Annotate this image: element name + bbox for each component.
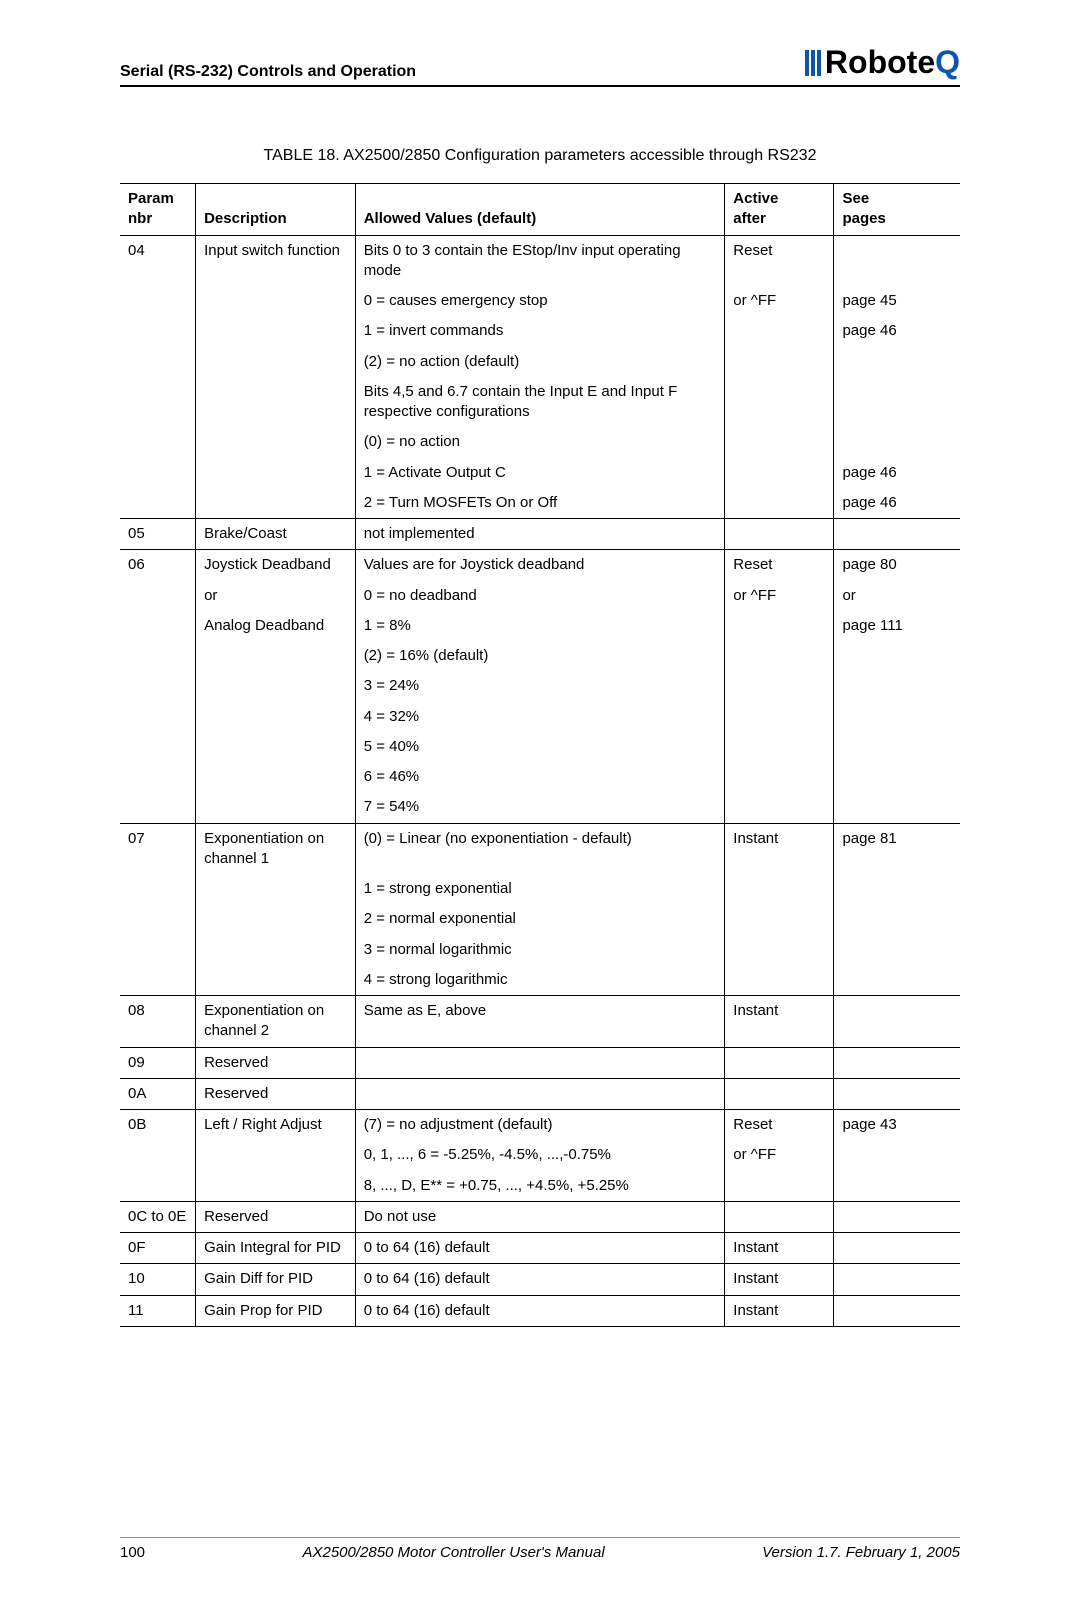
col-active: Activeafter xyxy=(725,184,834,236)
table-row: 06 Joystick Deadband Values are for Joys… xyxy=(120,550,960,581)
table-row: 10 Gain Diff for PID 0 to 64 (16) defaul… xyxy=(120,1264,960,1295)
col-see: Seepages xyxy=(834,184,960,236)
footer-version: Version 1.7. February 1, 2005 xyxy=(762,1544,960,1561)
table-row: 5 = 40% xyxy=(120,732,960,762)
table-row: 0F Gain Integral for PID 0 to 64 (16) de… xyxy=(120,1233,960,1264)
table-row: 07 Exponentiation on channel 1 (0) = Lin… xyxy=(120,823,960,874)
cell-param: 04 xyxy=(120,235,196,286)
cell-active: Reset xyxy=(725,235,834,286)
page: Serial (RS-232) Controls and Operation R… xyxy=(0,0,1080,1601)
table-row: 0 = causes emergency stopor ^FFpage 45 xyxy=(120,286,960,316)
table-row: 3 = normal logarithmic xyxy=(120,935,960,965)
table-row: 0B Left / Right Adjust (7) = no adjustme… xyxy=(120,1110,960,1141)
table-row: (0) = no action xyxy=(120,427,960,457)
footer-title: AX2500/2850 Motor Controller User's Manu… xyxy=(302,1544,604,1561)
table-row: (2) = no action (default) xyxy=(120,347,960,377)
table-row: Bits 4,5 and 6.7 contain the Input E and… xyxy=(120,377,960,428)
table-row: 7 = 54% xyxy=(120,792,960,823)
table-caption: TABLE 18. AX2500/2850 Configuration para… xyxy=(120,147,960,165)
table-row: 05 Brake/Coast not implemented xyxy=(120,519,960,550)
logo-text-b: Q xyxy=(935,44,960,81)
table-row: 3 = 24% xyxy=(120,671,960,701)
cell-allowed: Bits 0 to 3 contain the EStop/Inv input … xyxy=(355,235,725,286)
header-bar: Serial (RS-232) Controls and Operation R… xyxy=(120,44,960,87)
table-row: 11 Gain Prop for PID 0 to 64 (16) defaul… xyxy=(120,1295,960,1326)
logo-text-a: Robote xyxy=(825,44,935,81)
table-row: 0C to 0E Reserved Do not use xyxy=(120,1201,960,1232)
col-param: Paramnbr xyxy=(120,184,196,236)
table-row: 1 = Activate Output Cpage 46 xyxy=(120,458,960,488)
section-title: Serial (RS-232) Controls and Operation xyxy=(120,63,416,81)
col-description: Description xyxy=(196,184,356,236)
table-row: 08 Exponentiation on channel 2 Same as E… xyxy=(120,996,960,1048)
table-row: 1 = invert commandspage 46 xyxy=(120,316,960,346)
col-allowed: Allowed Values (default) xyxy=(355,184,725,236)
footer-page: 100 xyxy=(120,1544,145,1561)
table-header-row: Paramnbr Description Allowed Values (def… xyxy=(120,184,960,236)
table-row: 2 = normal exponential xyxy=(120,904,960,934)
table-row: 8, ..., D, E** = +0.75, ..., +4.5%, +5.2… xyxy=(120,1171,960,1202)
config-table: Paramnbr Description Allowed Values (def… xyxy=(120,183,960,1327)
footer: 100 AX2500/2850 Motor Controller User's … xyxy=(120,1537,960,1561)
table-row: 4 = 32% xyxy=(120,702,960,732)
table-row: 0A Reserved xyxy=(120,1078,960,1109)
cell-desc: Input switch function xyxy=(196,235,356,286)
table-row: 2 = Turn MOSFETs On or Offpage 46 xyxy=(120,488,960,519)
cell-see xyxy=(834,235,960,286)
table-row: 4 = strong logarithmic xyxy=(120,965,960,996)
table-row: 09 Reserved xyxy=(120,1047,960,1078)
table-row: 6 = 46% xyxy=(120,762,960,792)
table-row: 04 Input switch function Bits 0 to 3 con… xyxy=(120,235,960,286)
table-row: 1 = strong exponential xyxy=(120,874,960,904)
table-row: or0 = no deadbandor ^FFor xyxy=(120,581,960,611)
logo-bars-icon xyxy=(805,50,821,76)
table-row: Analog Deadband1 = 8%page 111 xyxy=(120,611,960,641)
table-row: 0, 1, ..., 6 = -5.25%, -4.5%, ...,-0.75%… xyxy=(120,1140,960,1170)
table-row: (2) = 16% (default) xyxy=(120,641,960,671)
logo: RoboteQ xyxy=(805,44,960,81)
